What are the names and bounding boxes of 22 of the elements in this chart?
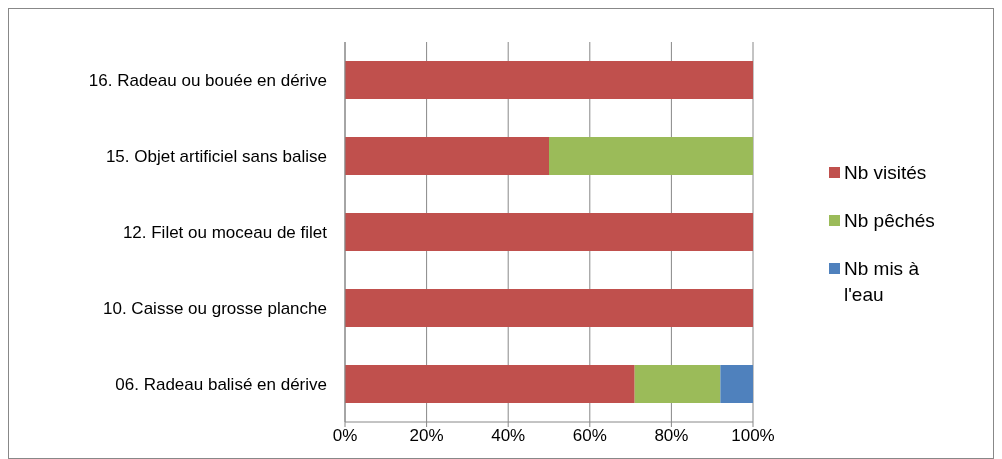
bar	[345, 365, 635, 403]
y-tick-label: 12. Filet ou moceau de filet	[122, 223, 328, 243]
legend-label: Nb mis à l'eau	[844, 256, 920, 307]
legend-label: Nb pêchés	[844, 208, 935, 233]
x-tick-label: 40%	[491, 426, 526, 446]
bar	[345, 289, 753, 327]
x-tick-label: 20%	[409, 426, 444, 446]
bar	[345, 61, 753, 99]
x-tick-label: 0%	[332, 426, 358, 446]
x-tick-label: 80%	[654, 426, 689, 446]
legend-label: Nb visités	[844, 160, 927, 185]
bar	[549, 137, 753, 175]
x-tick-label: 100%	[731, 426, 775, 446]
y-tick-label: 10. Caisse ou grosse planche	[103, 299, 327, 319]
x-tick-label: 60%	[572, 426, 607, 446]
bar	[345, 137, 549, 175]
y-tick-label: 16. Radeau ou bouée en dérive	[88, 71, 327, 91]
bar	[720, 365, 753, 403]
bar	[634, 365, 721, 403]
y-tick-label: 15. Objet artificiel sans balise	[105, 147, 327, 167]
bar	[345, 213, 753, 251]
y-tick-label: 06. Radeau balisé en dérive	[115, 375, 327, 395]
